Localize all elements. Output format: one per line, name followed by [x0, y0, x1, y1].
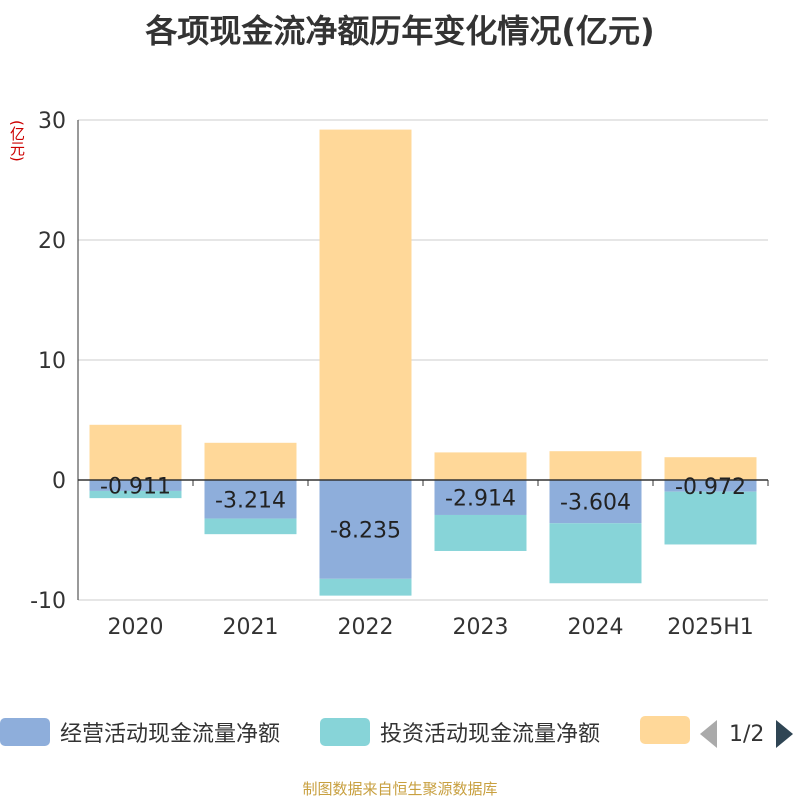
data-label: -3.214 — [215, 488, 286, 513]
legend-swatch-investing — [320, 718, 370, 746]
bar-segment — [664, 480, 757, 492]
x-tick-label: 2023 — [453, 615, 509, 640]
bar-segment — [204, 480, 297, 519]
x-tick-label: 2024 — [568, 615, 624, 640]
bar-segment — [434, 452, 527, 480]
legend-label-operating: 经营活动现金流量净额 — [60, 722, 281, 747]
x-tick-label: 2022 — [338, 615, 394, 640]
y-tick-label: 10 — [38, 349, 66, 374]
bar-segment — [664, 457, 757, 480]
chart-title: 各项现金流净额历年变化情况(亿元) — [145, 12, 655, 50]
data-label: -8.235 — [330, 518, 401, 543]
x-tick-label: 2021 — [223, 615, 279, 640]
legend-item-third[interactable] — [640, 716, 690, 744]
y-tick-label: -10 — [30, 589, 66, 614]
y-tick-label: 30 — [38, 109, 66, 134]
y-tick-label: 0 — [52, 469, 66, 494]
legend-pager: 1/2 — [700, 716, 794, 752]
bar-segment — [204, 442, 297, 480]
bar-segment — [549, 523, 642, 584]
x-tick-label: 2020 — [108, 615, 164, 640]
legend-swatch-third — [640, 716, 690, 744]
bar-segment — [434, 514, 527, 551]
bar-segment — [319, 578, 412, 596]
legend-next-icon[interactable] — [776, 720, 794, 748]
legend-label-investing: 投资活动现金流量净额 — [380, 722, 601, 747]
bar-segment — [319, 129, 412, 480]
legend-page-indicator: 1/2 — [729, 721, 765, 747]
data-label: -0.911 — [100, 474, 171, 499]
x-tick-label: 2025H1 — [667, 615, 754, 640]
bar-segment — [664, 491, 757, 545]
legend: 经营活动现金流量净额 投资活动现金流量净额 1/2 — [0, 716, 800, 756]
bar-chart: -10 0 10 20 30 -0.911 -3.214 -8.235 -2.914 -3.604… — [30, 109, 769, 640]
bar-segment — [89, 424, 182, 480]
bar-segment — [319, 480, 412, 579]
legend-prev-icon[interactable] — [700, 720, 717, 748]
legend-item-investing[interactable]: 投资活动现金流量净额 — [320, 716, 600, 748]
bar-segment — [549, 480, 642, 524]
legend-item-operating[interactable]: 经营活动现金流量净额 — [0, 716, 280, 748]
bar-segment — [204, 518, 297, 535]
legend-swatch-operating — [0, 718, 50, 746]
bar-segment — [89, 490, 182, 499]
data-source-note: 制图数据来自恒生聚源数据库 — [302, 780, 498, 798]
bar-segment — [89, 480, 182, 491]
data-label: -3.604 — [560, 491, 631, 516]
data-label: -0.972 — [675, 475, 746, 500]
y-tick-label: 20 — [38, 229, 66, 254]
bar-segment — [549, 451, 642, 480]
bar-segment — [434, 480, 527, 515]
data-label: -2.914 — [445, 486, 516, 511]
y-axis-unit: (亿元) — [8, 120, 26, 162]
